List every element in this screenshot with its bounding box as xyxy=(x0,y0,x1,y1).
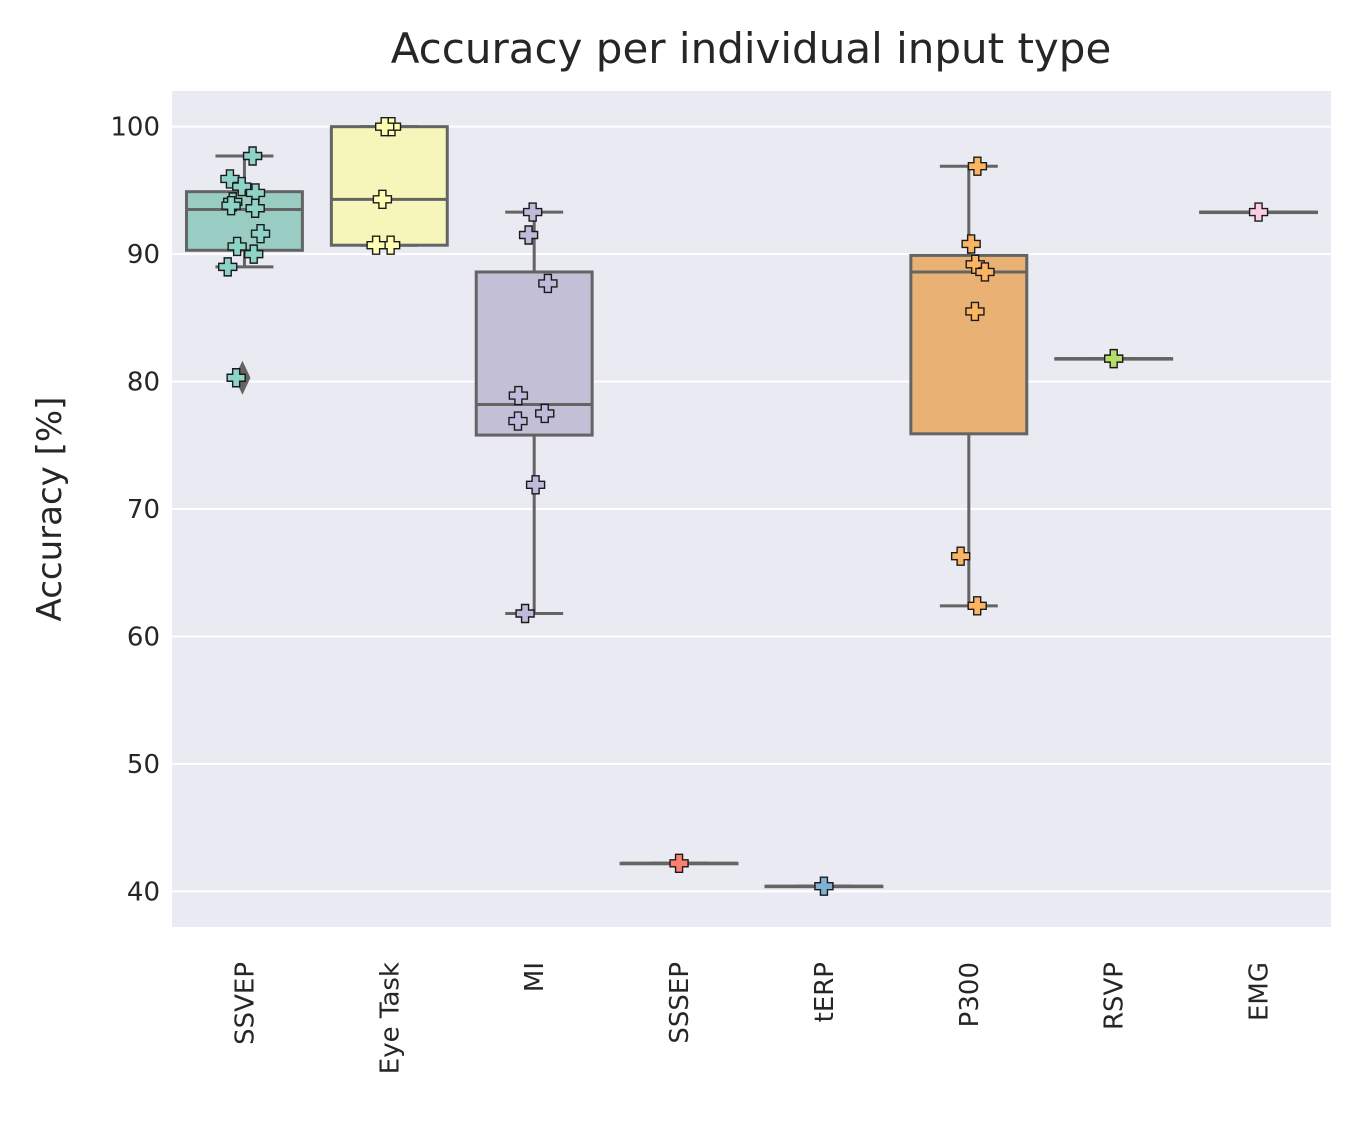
data-point-emg-0 xyxy=(1248,202,1269,222)
x-tick-label-p300: P300 xyxy=(955,962,985,1027)
x-tick-labels: SSVEP Eye Task MI SSSEP tERP P300 RSVP EMG xyxy=(230,962,1274,1074)
data-point-eye-task-1 xyxy=(374,116,395,137)
data-point-ssvep-7 xyxy=(250,224,271,244)
data-point-rsvp-0 xyxy=(1103,348,1124,369)
y-tick-label-80: 80 xyxy=(127,368,160,398)
box-p300 xyxy=(909,253,1029,436)
data-point-mi-1 xyxy=(518,225,539,245)
data-point-ssvep-8 xyxy=(227,236,247,257)
box-eye-task xyxy=(329,125,449,247)
data-point-p300-0 xyxy=(967,156,988,176)
data-point-ssvep-6 xyxy=(221,195,241,216)
data-point-p300-6 xyxy=(967,596,987,616)
data-point-mi-3 xyxy=(508,385,529,406)
data-point-mi-0 xyxy=(522,202,543,222)
data-point-p300-1 xyxy=(961,234,981,254)
y-tick-label-70: 70 xyxy=(127,495,160,525)
data-point-ssvep-10 xyxy=(218,257,238,277)
x-tick-label-mi: MI xyxy=(520,962,550,992)
y-tick-label-50: 50 xyxy=(127,750,160,780)
y-tick-label-60: 60 xyxy=(127,622,160,652)
chart-title: Accuracy per individual input type xyxy=(391,24,1112,73)
data-point-p300-3 xyxy=(975,262,995,282)
y-tick-label-100: 100 xyxy=(110,113,160,143)
x-tick-label-terp: tERP xyxy=(810,962,840,1022)
x-tick-label-eye-task: Eye Task xyxy=(375,962,405,1074)
y-axis-label: Accuracy [%] xyxy=(30,397,70,622)
point-layer xyxy=(218,116,1269,896)
data-point-ssvep-5 xyxy=(245,198,265,218)
data-point-eye-task-2 xyxy=(372,189,393,210)
box-mi xyxy=(474,270,594,437)
box-ssvep xyxy=(184,190,304,252)
x-tick-label-emg: EMG xyxy=(1245,962,1275,1021)
data-point-ssvep-11 xyxy=(226,368,246,388)
data-point-mi-2 xyxy=(538,273,558,294)
data-point-ssvep-2 xyxy=(232,176,252,197)
y-tick-label-90: 90 xyxy=(127,240,160,270)
data-point-p300-4 xyxy=(965,301,985,322)
y-tick-labels: 40 50 60 70 80 90 100 xyxy=(110,113,160,908)
y-tick-label-40: 40 xyxy=(127,877,160,907)
data-point-eye-task-4 xyxy=(366,235,386,255)
x-tick-label-ssvep: SSVEP xyxy=(230,962,260,1045)
data-point-ssvep-9 xyxy=(244,244,264,264)
data-point-mi-5 xyxy=(508,411,528,431)
data-point-mi-7 xyxy=(515,603,535,624)
data-point-p300-5 xyxy=(950,546,971,566)
data-point-terp-0 xyxy=(814,876,834,896)
data-point-mi-4 xyxy=(535,403,555,424)
data-point-sssep-0 xyxy=(669,853,689,873)
data-point-mi-6 xyxy=(525,475,546,495)
grid-lines xyxy=(172,125,1331,893)
data-point-ssvep-0 xyxy=(242,146,263,166)
x-tick-label-sssep: SSSEP xyxy=(665,962,695,1044)
x-tick-label-rsvp: RSVP xyxy=(1100,962,1130,1030)
